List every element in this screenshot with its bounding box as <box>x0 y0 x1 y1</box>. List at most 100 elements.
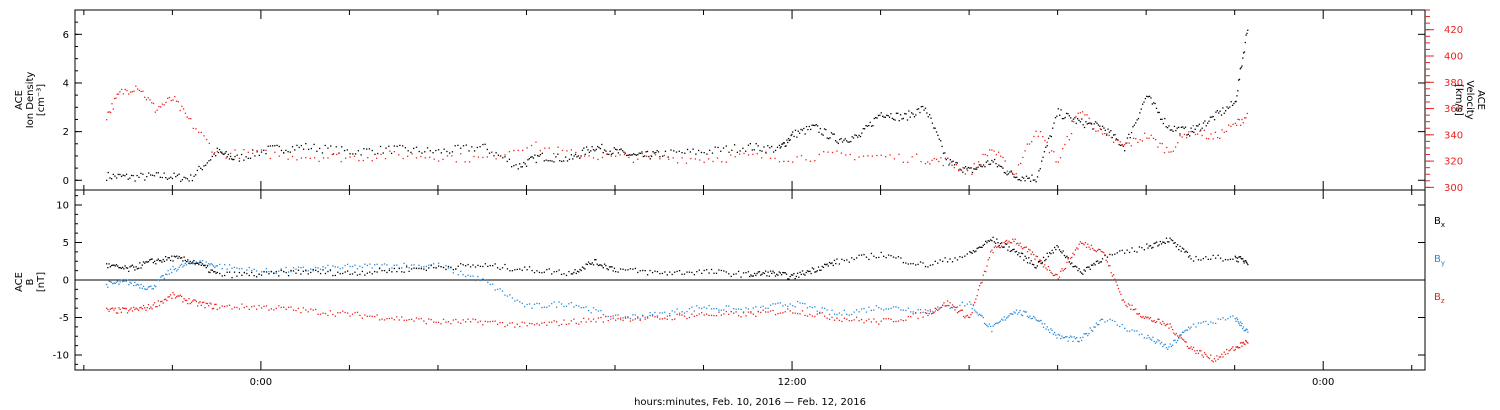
bx-point <box>1167 241 1169 243</box>
by-point <box>555 306 558 308</box>
bx-point <box>319 272 322 275</box>
bz-point <box>681 314 683 316</box>
velocity-point <box>1243 117 1246 119</box>
bx-point <box>467 263 469 266</box>
velocity-point <box>1246 112 1248 115</box>
bz-point <box>388 317 391 320</box>
by-point <box>265 267 268 270</box>
bz-point <box>115 312 118 314</box>
by-point <box>1136 330 1138 332</box>
velocity-point <box>482 156 484 159</box>
bx-point <box>841 258 843 261</box>
density-point <box>840 137 842 140</box>
by-point <box>853 311 855 313</box>
density-point <box>891 117 893 120</box>
by-point <box>215 265 217 267</box>
by-point <box>821 307 823 309</box>
bz-point <box>745 315 747 317</box>
bx-point <box>858 254 860 256</box>
bz-point <box>224 305 226 308</box>
bz-point <box>133 306 135 309</box>
density-point <box>557 153 559 155</box>
velocity-point <box>619 154 621 156</box>
density-point <box>1103 127 1105 129</box>
bz-point <box>735 311 737 313</box>
bz-point <box>418 318 420 320</box>
by-point <box>1024 311 1026 313</box>
density-point <box>1184 126 1187 128</box>
velocity-point <box>938 160 940 163</box>
by-point <box>890 307 892 310</box>
by-point <box>393 264 395 266</box>
bz-point <box>193 299 195 301</box>
velocity-point <box>163 104 165 106</box>
density-point <box>413 147 415 150</box>
bz-point <box>208 305 210 307</box>
velocity-point <box>111 103 113 105</box>
bz-point <box>1158 318 1160 321</box>
bx-point <box>346 270 349 272</box>
by-point <box>1178 337 1180 339</box>
velocity-point <box>1177 142 1179 144</box>
density-point <box>1227 107 1230 109</box>
density-point <box>294 149 296 151</box>
density-point <box>1132 126 1134 128</box>
bz-point <box>538 324 541 326</box>
density-point <box>909 116 911 118</box>
density-point <box>188 180 190 182</box>
velocity-point <box>138 89 141 92</box>
by-point <box>324 267 327 269</box>
bz-point <box>1219 356 1222 358</box>
bz-point <box>907 315 909 318</box>
bx-point <box>337 271 339 273</box>
bx-point <box>836 258 838 260</box>
bx-point <box>1052 252 1055 254</box>
bx-point <box>745 271 747 274</box>
velocity-point <box>933 157 935 160</box>
by-point <box>158 279 161 282</box>
velocity-point <box>880 154 882 156</box>
density-point <box>1076 118 1079 120</box>
density-point <box>109 177 111 179</box>
bz-point <box>465 321 467 323</box>
density-point <box>234 155 236 158</box>
bz-point <box>1029 249 1031 251</box>
bz-point <box>1140 315 1142 318</box>
bz-point <box>1151 320 1153 322</box>
density-point <box>559 160 561 162</box>
bz-point <box>1017 242 1019 244</box>
bx-point <box>715 272 718 274</box>
velocity-point <box>265 149 267 151</box>
density-point <box>776 146 779 148</box>
velocity-point <box>940 157 942 159</box>
bz-point <box>212 307 215 310</box>
density-point <box>1190 127 1192 129</box>
bx-point <box>1068 261 1070 263</box>
by-point <box>919 309 922 311</box>
density-point <box>854 134 856 136</box>
bz-point <box>118 307 120 309</box>
velocity-point <box>126 89 128 92</box>
density-point <box>265 152 267 155</box>
bz-point <box>969 316 971 319</box>
by-point <box>134 281 136 284</box>
bz-point <box>145 309 147 311</box>
density-point <box>1016 176 1018 178</box>
by-point <box>342 267 344 269</box>
bz-point <box>671 318 673 321</box>
bx-point <box>757 271 759 273</box>
by-point <box>506 295 509 297</box>
bx-point <box>1149 245 1152 247</box>
bz-point <box>1112 274 1115 276</box>
bx-point <box>1186 251 1189 253</box>
density-point <box>1141 103 1144 105</box>
bz-point <box>265 305 268 307</box>
bx-point <box>982 244 984 247</box>
bz-point <box>981 281 983 284</box>
by-point <box>686 310 688 313</box>
velocity-point <box>561 149 564 152</box>
density-point <box>298 146 300 149</box>
density-point <box>859 135 862 138</box>
velocity-point <box>805 159 807 161</box>
bx-point <box>151 258 153 260</box>
